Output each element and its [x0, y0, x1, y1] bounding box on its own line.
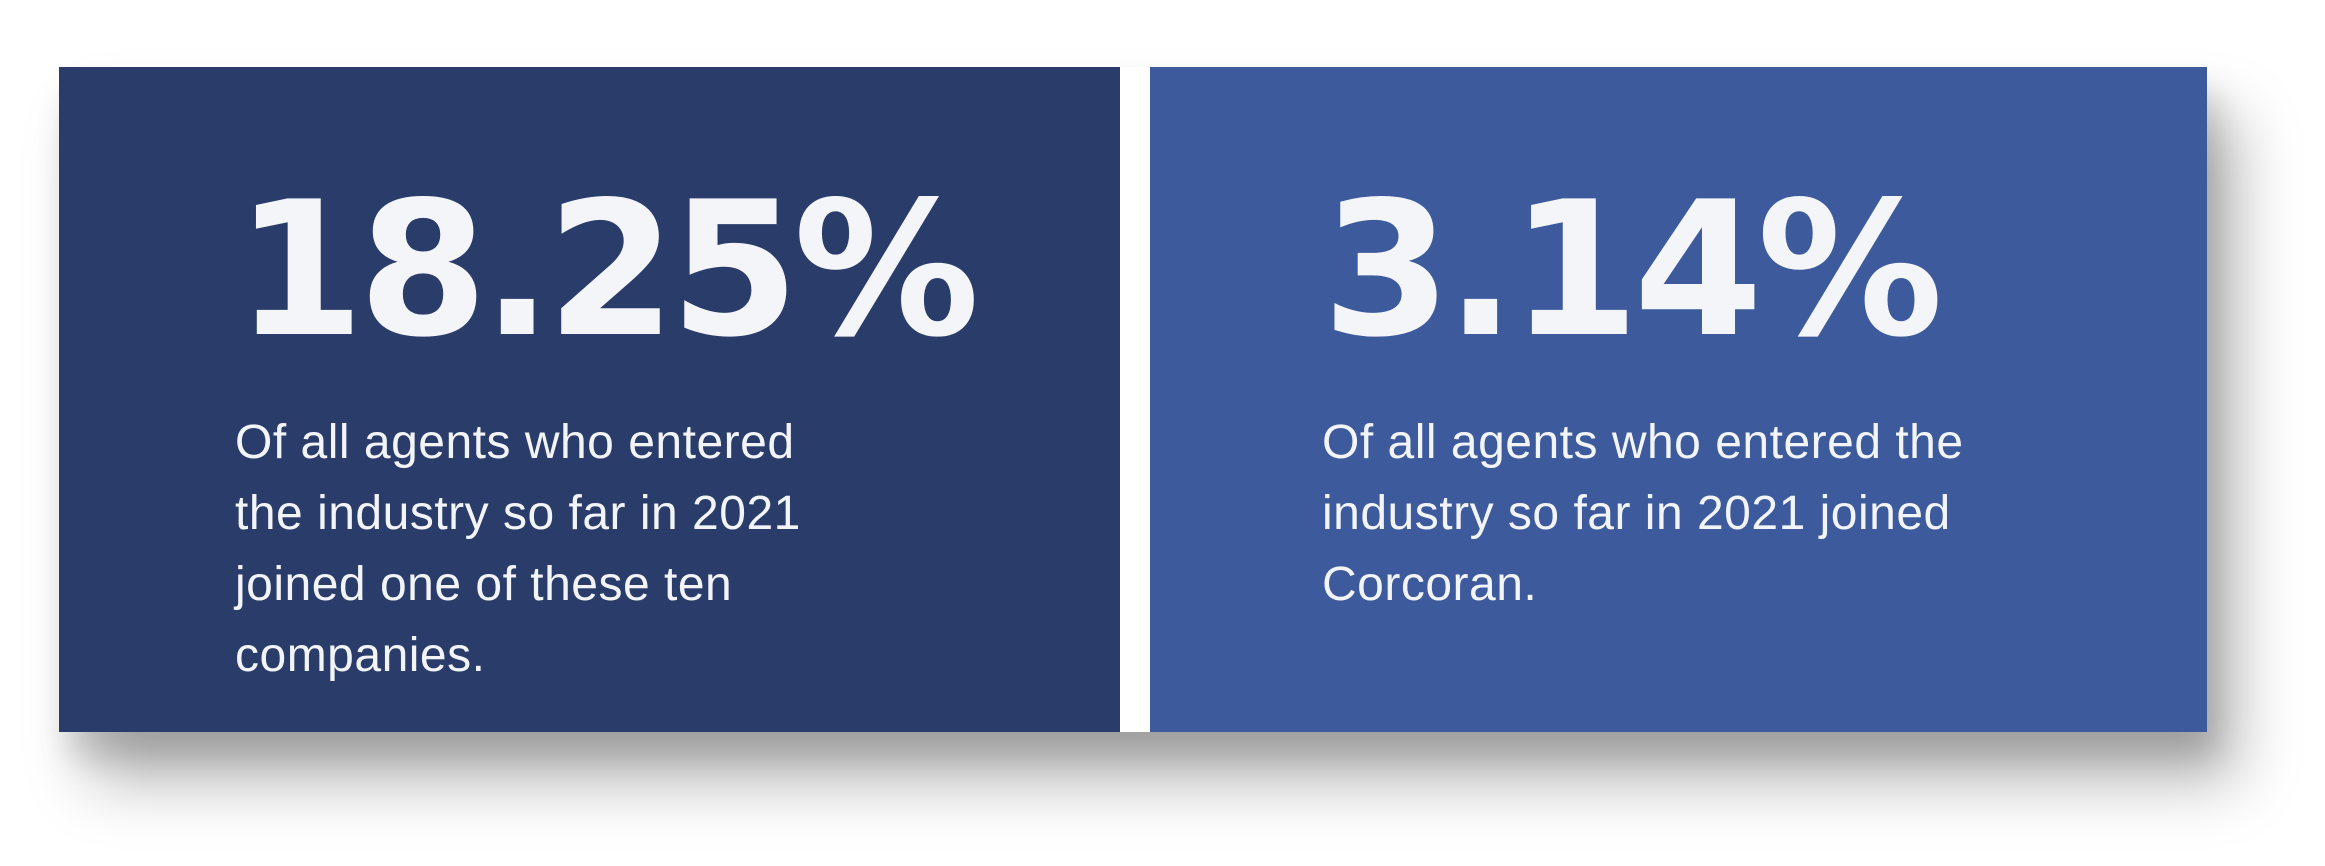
stat-card-top-ten: 18.25% Of all agents who entered the ind… — [59, 67, 1120, 732]
stat-card-corcoran: 3.14% Of all agents who entered the indu… — [1150, 67, 2207, 732]
stat-description-line: Of all agents who entered — [235, 416, 795, 469]
stat-description-line: the industry so far in 2021 — [235, 487, 801, 540]
stat-description-corcoran: Of all agents who entered the industry s… — [1322, 407, 2042, 620]
stat-description-line: Of all agents who entered the — [1322, 416, 1964, 469]
stat-value-top-ten: 18.25% — [235, 161, 980, 378]
stat-value-corcoran: 3.14% — [1322, 161, 1943, 378]
stat-description-line: Corcoran. — [1322, 558, 1538, 611]
stat-card-group: 18.25% Of all agents who entered the ind… — [59, 67, 2207, 732]
stat-description-line: companies. — [235, 629, 486, 682]
stat-description-line: joined one of these ten — [235, 558, 733, 611]
stat-description-top-ten: Of all agents who entered the industry s… — [235, 407, 875, 691]
stat-description-line: industry so far in 2021 joined — [1322, 487, 1951, 540]
